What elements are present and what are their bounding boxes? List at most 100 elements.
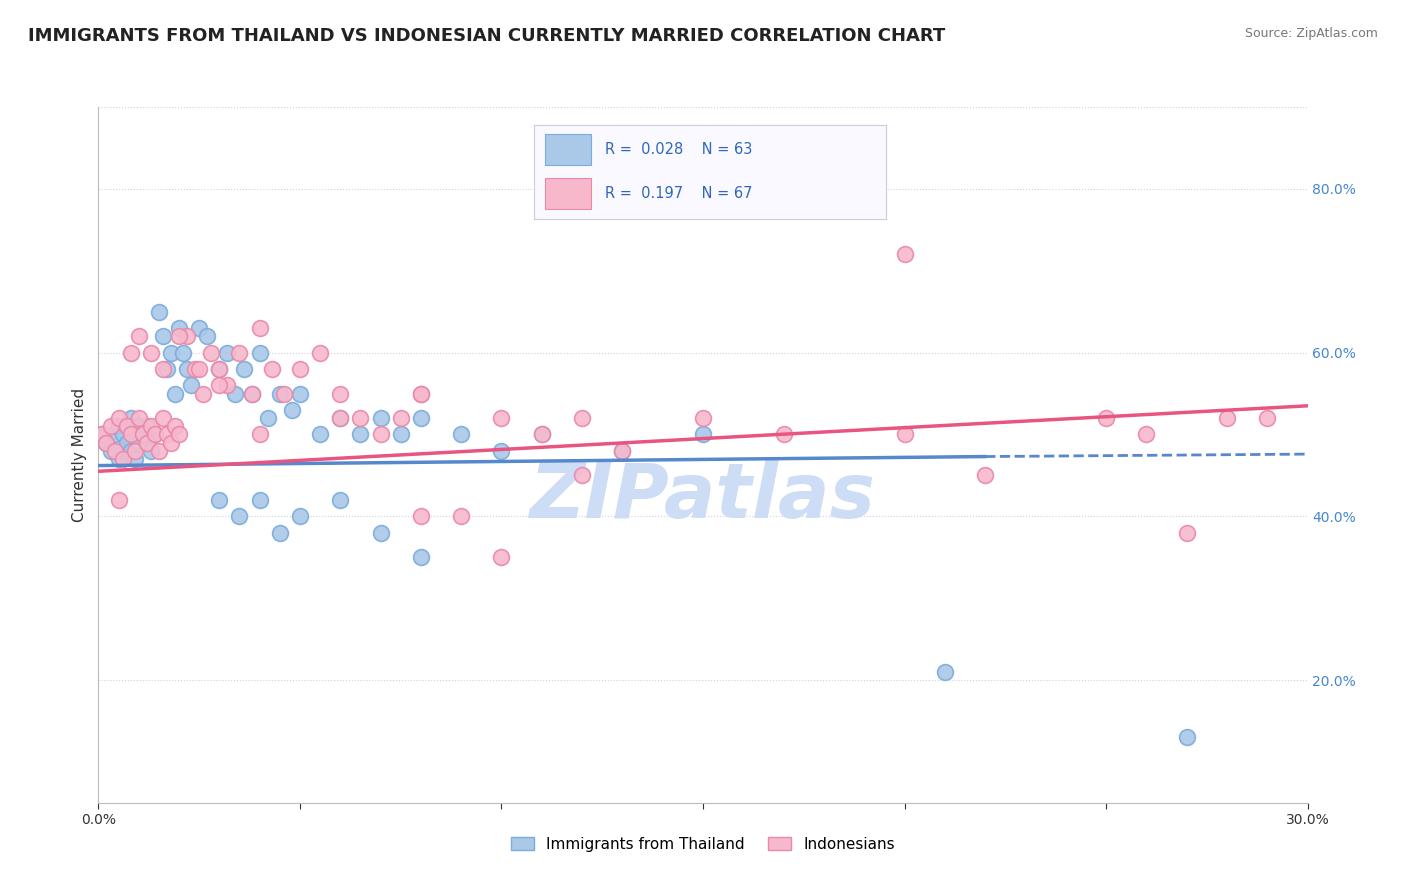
Point xyxy=(370,525,392,540)
Point xyxy=(409,509,432,524)
Point xyxy=(107,492,129,507)
Point xyxy=(772,427,794,442)
Point xyxy=(160,345,183,359)
Point xyxy=(167,329,190,343)
Point xyxy=(389,427,412,442)
Point xyxy=(491,411,513,425)
Point xyxy=(103,427,125,442)
Point xyxy=(1095,411,1118,425)
Point xyxy=(176,329,198,343)
Point xyxy=(107,411,129,425)
Point xyxy=(107,452,129,467)
Point xyxy=(249,345,271,359)
Point xyxy=(329,386,352,401)
Text: IMMIGRANTS FROM THAILAND VS INDONESIAN CURRENTLY MARRIED CORRELATION CHART: IMMIGRANTS FROM THAILAND VS INDONESIAN C… xyxy=(28,27,945,45)
Point xyxy=(124,452,146,467)
Point xyxy=(349,411,371,425)
Bar xyxy=(544,178,591,210)
Point xyxy=(167,321,190,335)
Point xyxy=(163,419,186,434)
Point xyxy=(111,452,134,467)
Point xyxy=(256,411,278,425)
Point xyxy=(208,362,231,376)
Point xyxy=(100,443,122,458)
Point xyxy=(139,419,162,434)
Point xyxy=(124,427,146,442)
Point xyxy=(281,403,304,417)
Point xyxy=(1175,731,1198,745)
Text: ZIPatlas: ZIPatlas xyxy=(530,459,876,533)
Point xyxy=(1175,525,1198,540)
Point xyxy=(111,443,134,458)
Point xyxy=(91,427,114,442)
Point xyxy=(530,427,553,442)
Bar xyxy=(544,135,591,165)
Point xyxy=(974,468,997,483)
Point xyxy=(96,435,118,450)
Point xyxy=(228,509,250,524)
Point xyxy=(249,321,271,335)
Point xyxy=(612,443,634,458)
Point xyxy=(128,419,150,434)
Point xyxy=(188,321,211,335)
Point xyxy=(148,443,170,458)
Point xyxy=(96,435,118,450)
Point xyxy=(228,345,250,359)
Point xyxy=(249,492,271,507)
Point xyxy=(208,492,231,507)
Point xyxy=(167,427,190,442)
Legend: Immigrants from Thailand, Indonesians: Immigrants from Thailand, Indonesians xyxy=(505,830,901,858)
Point xyxy=(491,550,513,565)
Point xyxy=(135,419,157,434)
Point xyxy=(329,411,352,425)
Point xyxy=(139,345,162,359)
Point xyxy=(232,362,254,376)
Point xyxy=(143,427,166,442)
Point xyxy=(176,362,198,376)
Text: R =  0.197    N = 67: R = 0.197 N = 67 xyxy=(605,186,752,202)
Point xyxy=(530,427,553,442)
Point xyxy=(91,427,114,442)
Point xyxy=(571,411,593,425)
Point xyxy=(156,362,179,376)
Point xyxy=(224,386,246,401)
Point xyxy=(1216,411,1239,425)
Point xyxy=(115,419,138,434)
Point xyxy=(409,411,432,425)
Point xyxy=(152,411,174,425)
Point xyxy=(273,386,295,401)
Point xyxy=(893,427,915,442)
Point xyxy=(132,427,155,442)
Point xyxy=(260,362,283,376)
Point xyxy=(217,345,239,359)
Point xyxy=(370,427,392,442)
Point xyxy=(188,362,211,376)
Y-axis label: Currently Married: Currently Married xyxy=(72,388,87,522)
Point xyxy=(193,386,215,401)
Point xyxy=(152,362,174,376)
Text: R =  0.028    N = 63: R = 0.028 N = 63 xyxy=(605,142,752,157)
Point xyxy=(309,427,332,442)
Point xyxy=(111,427,134,442)
Point xyxy=(288,509,311,524)
Point xyxy=(115,435,138,450)
Point xyxy=(240,386,263,401)
Point xyxy=(612,443,634,458)
Point xyxy=(269,386,291,401)
Point xyxy=(107,419,129,434)
Point xyxy=(100,419,122,434)
Point xyxy=(389,411,412,425)
Point xyxy=(152,329,174,343)
Point xyxy=(120,427,142,442)
Point xyxy=(156,427,179,442)
Point xyxy=(160,435,183,450)
Point xyxy=(139,443,162,458)
Point xyxy=(329,492,352,507)
Point xyxy=(128,411,150,425)
Point xyxy=(934,665,956,679)
Point xyxy=(143,427,166,442)
Point xyxy=(491,443,513,458)
Point xyxy=(450,509,472,524)
Point xyxy=(172,345,194,359)
Point xyxy=(120,345,142,359)
